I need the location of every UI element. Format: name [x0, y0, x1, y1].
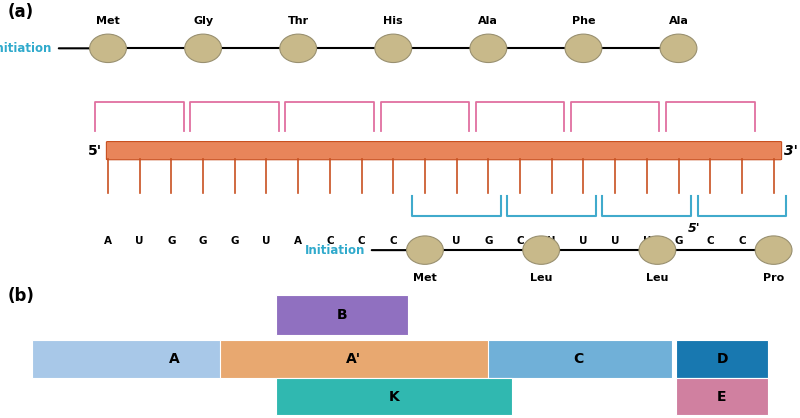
Text: (b): (b) — [8, 287, 35, 305]
Text: Initiation: Initiation — [0, 42, 52, 55]
Text: Initiation: Initiation — [305, 244, 365, 257]
Text: C: C — [738, 236, 746, 246]
Text: C: C — [390, 236, 397, 246]
Text: U: U — [579, 236, 588, 246]
Text: His: His — [383, 15, 403, 25]
Text: G: G — [674, 236, 682, 246]
Ellipse shape — [755, 236, 792, 264]
Text: C: C — [326, 236, 334, 246]
Ellipse shape — [406, 236, 443, 264]
Text: U: U — [611, 236, 619, 246]
Text: U: U — [452, 236, 461, 246]
Text: Ala: Ala — [669, 15, 689, 25]
Text: A': A' — [346, 352, 362, 366]
Text: 5': 5' — [87, 144, 102, 158]
Text: C: C — [358, 236, 366, 246]
Text: 3': 3' — [784, 144, 798, 158]
FancyBboxPatch shape — [106, 142, 782, 160]
Text: D: D — [716, 352, 728, 366]
FancyBboxPatch shape — [676, 378, 768, 415]
Text: A: A — [169, 352, 179, 366]
FancyBboxPatch shape — [220, 340, 488, 378]
Text: Pro: Pro — [763, 273, 784, 283]
Text: G: G — [484, 236, 493, 246]
Text: Phe: Phe — [572, 15, 595, 25]
Text: Met: Met — [96, 15, 120, 25]
Text: Leu: Leu — [646, 273, 669, 283]
Text: U: U — [135, 236, 144, 246]
Text: A: A — [421, 236, 429, 246]
Text: U: U — [262, 236, 270, 246]
Ellipse shape — [280, 34, 317, 63]
Text: A: A — [294, 236, 302, 246]
Text: (a): (a) — [8, 3, 34, 21]
Ellipse shape — [375, 34, 412, 63]
Ellipse shape — [660, 34, 697, 63]
Text: K: K — [389, 390, 399, 404]
Text: Ala: Ala — [478, 15, 498, 25]
Text: Leu: Leu — [530, 273, 552, 283]
Text: Gly: Gly — [193, 15, 213, 25]
Ellipse shape — [639, 236, 676, 264]
Text: E: E — [718, 390, 726, 404]
FancyBboxPatch shape — [32, 340, 316, 378]
Text: C: C — [706, 236, 714, 246]
Text: 5': 5' — [688, 222, 701, 235]
Text: A: A — [770, 236, 778, 246]
Text: C: C — [516, 236, 524, 246]
Text: C: C — [573, 352, 583, 366]
Text: G: G — [167, 236, 176, 246]
Ellipse shape — [470, 34, 506, 63]
Ellipse shape — [185, 34, 222, 63]
FancyBboxPatch shape — [484, 340, 672, 378]
Text: U: U — [642, 236, 651, 246]
Text: G: G — [230, 236, 239, 246]
Text: U: U — [547, 236, 556, 246]
FancyBboxPatch shape — [676, 340, 768, 378]
FancyBboxPatch shape — [276, 378, 512, 415]
Text: G: G — [199, 236, 207, 246]
Text: B: B — [337, 308, 347, 322]
Ellipse shape — [565, 34, 602, 63]
Text: A: A — [104, 236, 112, 246]
Ellipse shape — [90, 34, 126, 63]
Text: Met: Met — [413, 273, 437, 283]
Ellipse shape — [522, 236, 559, 264]
Text: Thr: Thr — [288, 15, 309, 25]
FancyBboxPatch shape — [276, 295, 408, 335]
